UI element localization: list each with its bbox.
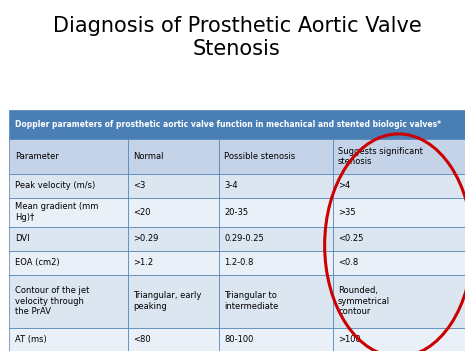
FancyBboxPatch shape <box>219 251 333 274</box>
FancyBboxPatch shape <box>128 139 219 174</box>
Text: Normal: Normal <box>133 152 164 161</box>
FancyBboxPatch shape <box>9 274 128 328</box>
Text: <0.25: <0.25 <box>338 234 364 243</box>
Text: DVI: DVI <box>15 234 29 243</box>
FancyBboxPatch shape <box>9 110 465 139</box>
FancyBboxPatch shape <box>219 274 333 328</box>
FancyBboxPatch shape <box>333 139 465 174</box>
FancyBboxPatch shape <box>219 227 333 251</box>
FancyBboxPatch shape <box>128 328 219 351</box>
Text: Diagnosis of Prosthetic Aortic Valve
Stenosis: Diagnosis of Prosthetic Aortic Valve Ste… <box>53 16 421 59</box>
FancyBboxPatch shape <box>128 227 219 251</box>
Text: <3: <3 <box>133 181 146 190</box>
FancyBboxPatch shape <box>128 274 219 328</box>
Text: >100: >100 <box>338 335 361 344</box>
FancyBboxPatch shape <box>333 227 465 251</box>
FancyBboxPatch shape <box>219 139 333 174</box>
FancyBboxPatch shape <box>219 174 333 198</box>
Text: Parameter: Parameter <box>15 152 59 161</box>
Text: 3-4: 3-4 <box>224 181 238 190</box>
Text: Doppler parameters of prosthetic aortic valve function in mechanical and stented: Doppler parameters of prosthetic aortic … <box>15 120 441 129</box>
Text: <80: <80 <box>133 335 151 344</box>
FancyBboxPatch shape <box>9 328 128 351</box>
FancyBboxPatch shape <box>128 174 219 198</box>
FancyBboxPatch shape <box>128 198 219 227</box>
Text: 0.29-0.25: 0.29-0.25 <box>224 234 264 243</box>
Text: >35: >35 <box>338 208 356 217</box>
FancyBboxPatch shape <box>333 251 465 274</box>
Text: Triangular to
intermediate: Triangular to intermediate <box>224 291 279 311</box>
FancyBboxPatch shape <box>333 274 465 328</box>
FancyBboxPatch shape <box>9 227 128 251</box>
Text: EOA (cm2): EOA (cm2) <box>15 258 60 267</box>
FancyBboxPatch shape <box>219 328 333 351</box>
Text: <20: <20 <box>133 208 151 217</box>
Text: Suggests significant
stenosis: Suggests significant stenosis <box>338 147 423 166</box>
Text: Rounded,
symmetrical
contour: Rounded, symmetrical contour <box>338 286 390 316</box>
Text: Possible stenosis: Possible stenosis <box>224 152 295 161</box>
FancyBboxPatch shape <box>333 198 465 227</box>
FancyBboxPatch shape <box>219 198 333 227</box>
Text: <0.8: <0.8 <box>338 258 358 267</box>
FancyBboxPatch shape <box>9 251 128 274</box>
Text: Contour of the jet
velocity through
the PrAV: Contour of the jet velocity through the … <box>15 286 89 316</box>
Text: 20-35: 20-35 <box>224 208 248 217</box>
FancyBboxPatch shape <box>9 198 128 227</box>
Text: 1.2-0.8: 1.2-0.8 <box>224 258 254 267</box>
FancyBboxPatch shape <box>9 174 128 198</box>
Text: >1.2: >1.2 <box>133 258 154 267</box>
Text: >0.29: >0.29 <box>133 234 159 243</box>
Text: 80-100: 80-100 <box>224 335 254 344</box>
FancyBboxPatch shape <box>333 174 465 198</box>
FancyBboxPatch shape <box>128 251 219 274</box>
Text: >4: >4 <box>338 181 350 190</box>
FancyBboxPatch shape <box>9 139 128 174</box>
Text: AT (ms): AT (ms) <box>15 335 47 344</box>
Text: Triangular, early
peaking: Triangular, early peaking <box>133 291 201 311</box>
FancyBboxPatch shape <box>333 328 465 351</box>
Text: Mean gradient (mm
Hg)†: Mean gradient (mm Hg)† <box>15 202 98 222</box>
Text: Peak velocity (m/s): Peak velocity (m/s) <box>15 181 95 190</box>
